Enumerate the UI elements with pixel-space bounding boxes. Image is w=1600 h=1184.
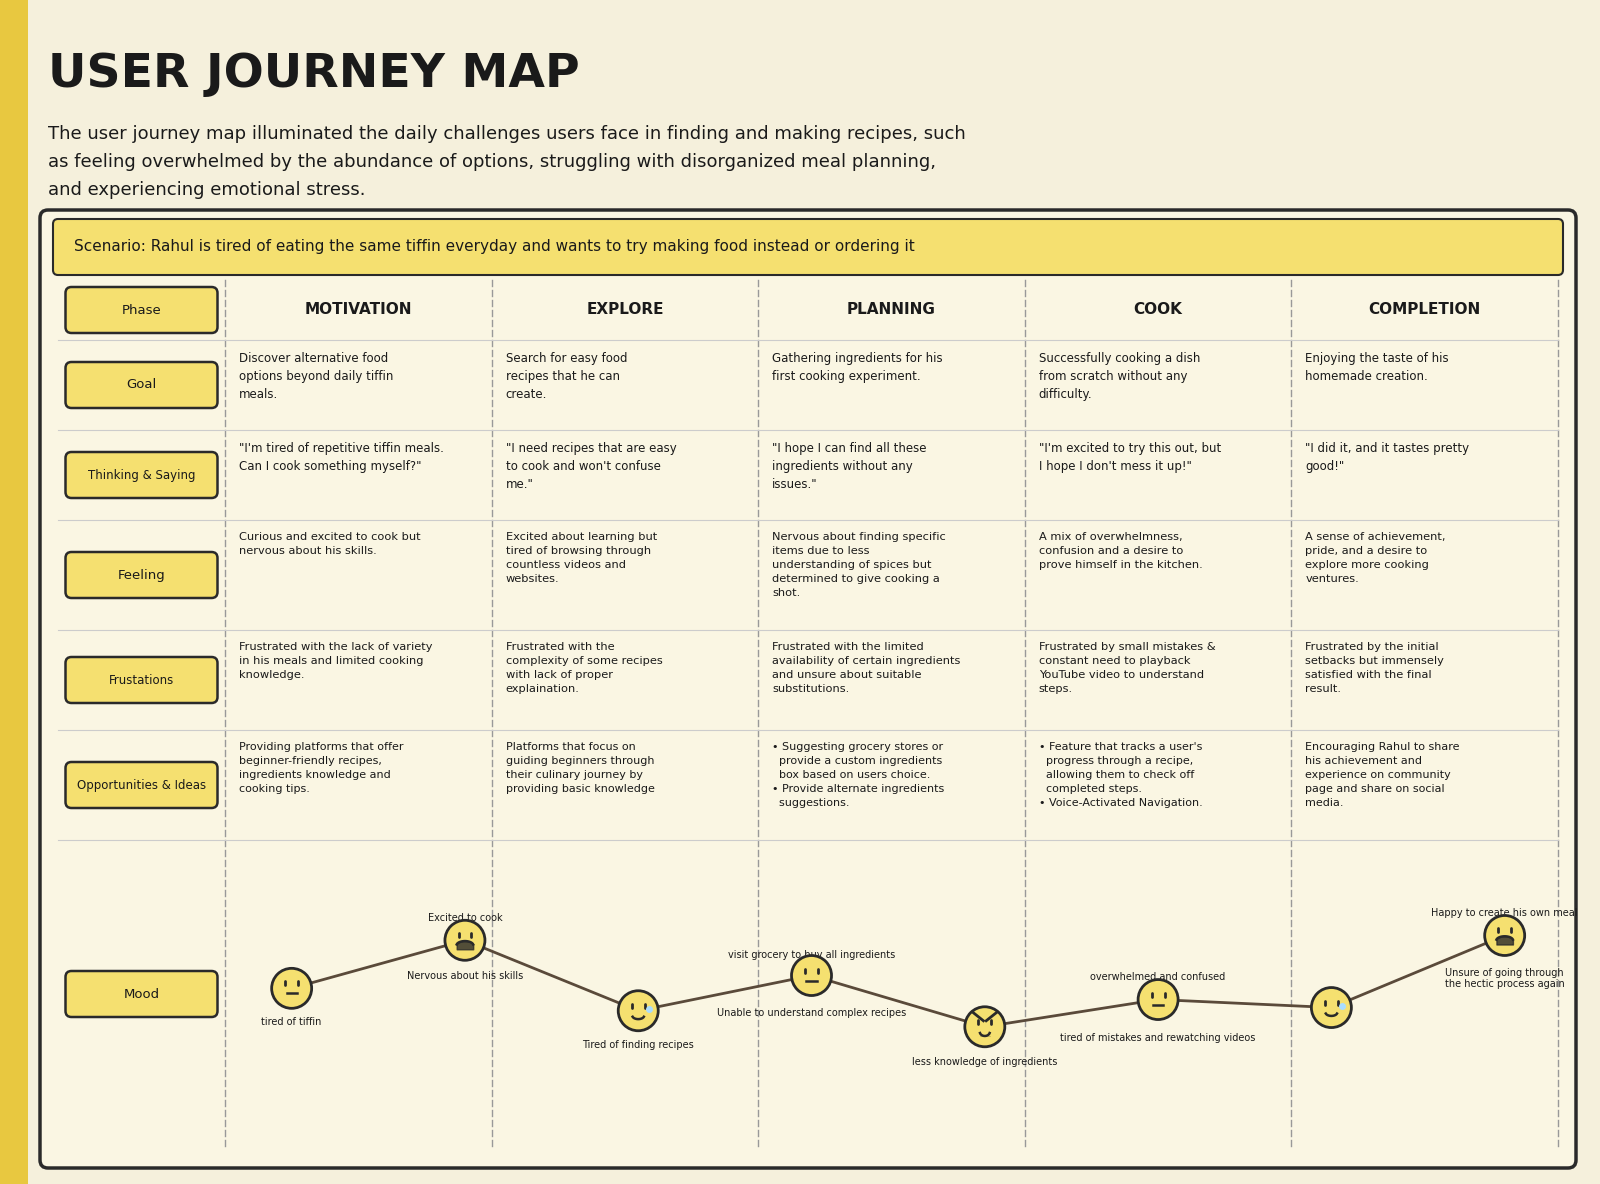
Text: PLANNING: PLANNING — [846, 302, 936, 317]
Circle shape — [1312, 987, 1352, 1028]
FancyBboxPatch shape — [66, 762, 218, 807]
Text: less knowledge of ingredients: less knowledge of ingredients — [912, 1057, 1058, 1067]
Text: Thinking & Saying: Thinking & Saying — [88, 469, 195, 482]
Text: Providing platforms that offer
beginner-friendly recipes,
ingredients knowledge : Providing platforms that offer beginner-… — [238, 742, 403, 794]
Text: Goal: Goal — [126, 379, 157, 392]
Text: Search for easy food
recipes that he can
create.: Search for easy food recipes that he can… — [506, 352, 627, 401]
Text: Frustrated with the
complexity of some recipes
with lack of proper
explaination.: Frustrated with the complexity of some r… — [506, 642, 662, 694]
Text: Frustrated with the lack of variety
in his meals and limited cooking
knowledge.: Frustrated with the lack of variety in h… — [238, 642, 432, 680]
Text: Frustrated by small mistakes &
constant need to playback
YouTube video to unders: Frustrated by small mistakes & constant … — [1038, 642, 1216, 694]
FancyBboxPatch shape — [53, 219, 1563, 275]
Text: Platforms that focus on
guiding beginners through
their culinary journey by
prov: Platforms that focus on guiding beginner… — [506, 742, 654, 794]
Text: The user journey map illuminated the daily challenges users face in finding and : The user journey map illuminated the dai… — [48, 126, 966, 143]
Text: COMPLETION: COMPLETION — [1368, 302, 1482, 317]
Circle shape — [272, 969, 312, 1009]
Text: "I'm excited to try this out, but
I hope I don't mess it up!": "I'm excited to try this out, but I hope… — [1038, 442, 1221, 472]
Text: • Feature that tracks a user's
  progress through a recipe,
  allowing them to c: • Feature that tracks a user's progress … — [1038, 742, 1203, 807]
Text: Mood: Mood — [123, 987, 160, 1000]
Text: Feeling: Feeling — [118, 568, 165, 581]
FancyBboxPatch shape — [66, 552, 218, 598]
Text: Frustrated with the limited
availability of certain ingredients
and unsure about: Frustrated with the limited availability… — [773, 642, 960, 694]
Text: Scenario: Rahul is tired of eating the same tiffin everyday and wants to try mak: Scenario: Rahul is tired of eating the s… — [74, 239, 915, 255]
Text: EXPLORE: EXPLORE — [586, 302, 664, 317]
Text: overwhelmed and confused: overwhelmed and confused — [1091, 972, 1226, 982]
Circle shape — [792, 955, 832, 996]
Text: tired of mistakes and rewatching videos: tired of mistakes and rewatching videos — [1061, 1034, 1256, 1043]
Text: tired of tiffin: tired of tiffin — [261, 1017, 322, 1028]
Text: Encouraging Rahul to share
his achievement and
experience on community
page and : Encouraging Rahul to share his achieveme… — [1306, 742, 1459, 807]
FancyBboxPatch shape — [40, 210, 1576, 1167]
Text: Excited about learning but
tired of browsing through
countless videos and
websit: Excited about learning but tired of brow… — [506, 532, 658, 584]
FancyBboxPatch shape — [66, 657, 218, 703]
Text: Excited to cook: Excited to cook — [427, 913, 502, 922]
Text: Phase: Phase — [122, 303, 162, 316]
Circle shape — [1485, 915, 1525, 955]
FancyBboxPatch shape — [66, 362, 218, 408]
Text: "I'm tired of repetitive tiffin meals.
Can I cook something myself?": "I'm tired of repetitive tiffin meals. C… — [238, 442, 443, 472]
Text: Successfully cooking a dish
from scratch without any
difficulty.: Successfully cooking a dish from scratch… — [1038, 352, 1200, 401]
Text: USER JOURNEY MAP: USER JOURNEY MAP — [48, 52, 579, 97]
Circle shape — [618, 991, 658, 1031]
Text: Gathering ingredients for his
first cooking experiment.: Gathering ingredients for his first cook… — [773, 352, 942, 382]
Text: as feeling overwhelmed by the abundance of options, struggling with disorganized: as feeling overwhelmed by the abundance … — [48, 153, 936, 170]
Text: "I did it, and it tastes pretty
good!": "I did it, and it tastes pretty good!" — [1306, 442, 1469, 472]
Text: Tired of finding recipes: Tired of finding recipes — [582, 1040, 694, 1049]
Text: Unable to understand complex recipes: Unable to understand complex recipes — [717, 1008, 906, 1017]
Text: "I hope I can find all these
ingredients without any
issues.": "I hope I can find all these ingredients… — [773, 442, 926, 491]
Text: • Suggesting grocery stores or
  provide a custom ingredients
  box based on use: • Suggesting grocery stores or provide a… — [773, 742, 944, 807]
Text: and experiencing emotional stress.: and experiencing emotional stress. — [48, 181, 365, 199]
Bar — [0, 0, 29, 1184]
FancyBboxPatch shape — [66, 971, 218, 1017]
Text: Nervous about finding specific
items due to less
understanding of spices but
det: Nervous about finding specific items due… — [773, 532, 946, 598]
FancyBboxPatch shape — [66, 287, 218, 333]
Text: MOTIVATION: MOTIVATION — [304, 302, 413, 317]
Text: Frustations: Frustations — [109, 674, 174, 687]
Text: A mix of overwhelmness,
confusion and a desire to
prove himself in the kitchen.: A mix of overwhelmness, confusion and a … — [1038, 532, 1203, 570]
FancyBboxPatch shape — [66, 452, 218, 498]
Text: Curious and excited to cook but
nervous about his skills.: Curious and excited to cook but nervous … — [238, 532, 421, 556]
Text: Discover alternative food
options beyond daily tiffin
meals.: Discover alternative food options beyond… — [238, 352, 394, 401]
Text: Enjoying the taste of his
homemade creation.: Enjoying the taste of his homemade creat… — [1306, 352, 1450, 382]
Text: COOK: COOK — [1134, 302, 1182, 317]
Circle shape — [1138, 979, 1178, 1019]
Text: A sense of achievement,
pride, and a desire to
explore more cooking
ventures.: A sense of achievement, pride, and a des… — [1306, 532, 1446, 584]
Text: Unsure of going through
the hectic process again: Unsure of going through the hectic proce… — [1445, 967, 1565, 989]
Text: visit grocery to buy all ingredients: visit grocery to buy all ingredients — [728, 950, 894, 959]
Text: Happy to create his own meal: Happy to create his own meal — [1432, 908, 1578, 918]
Text: Frustrated by the initial
setbacks but immensely
satisfied with the final
result: Frustrated by the initial setbacks but i… — [1306, 642, 1445, 694]
Circle shape — [445, 920, 485, 960]
Text: "I need recipes that are easy
to cook and won't confuse
me.": "I need recipes that are easy to cook an… — [506, 442, 677, 491]
Text: Opportunities & Ideas: Opportunities & Ideas — [77, 779, 206, 791]
Text: Nervous about his skills: Nervous about his skills — [406, 971, 523, 980]
Circle shape — [965, 1006, 1005, 1047]
